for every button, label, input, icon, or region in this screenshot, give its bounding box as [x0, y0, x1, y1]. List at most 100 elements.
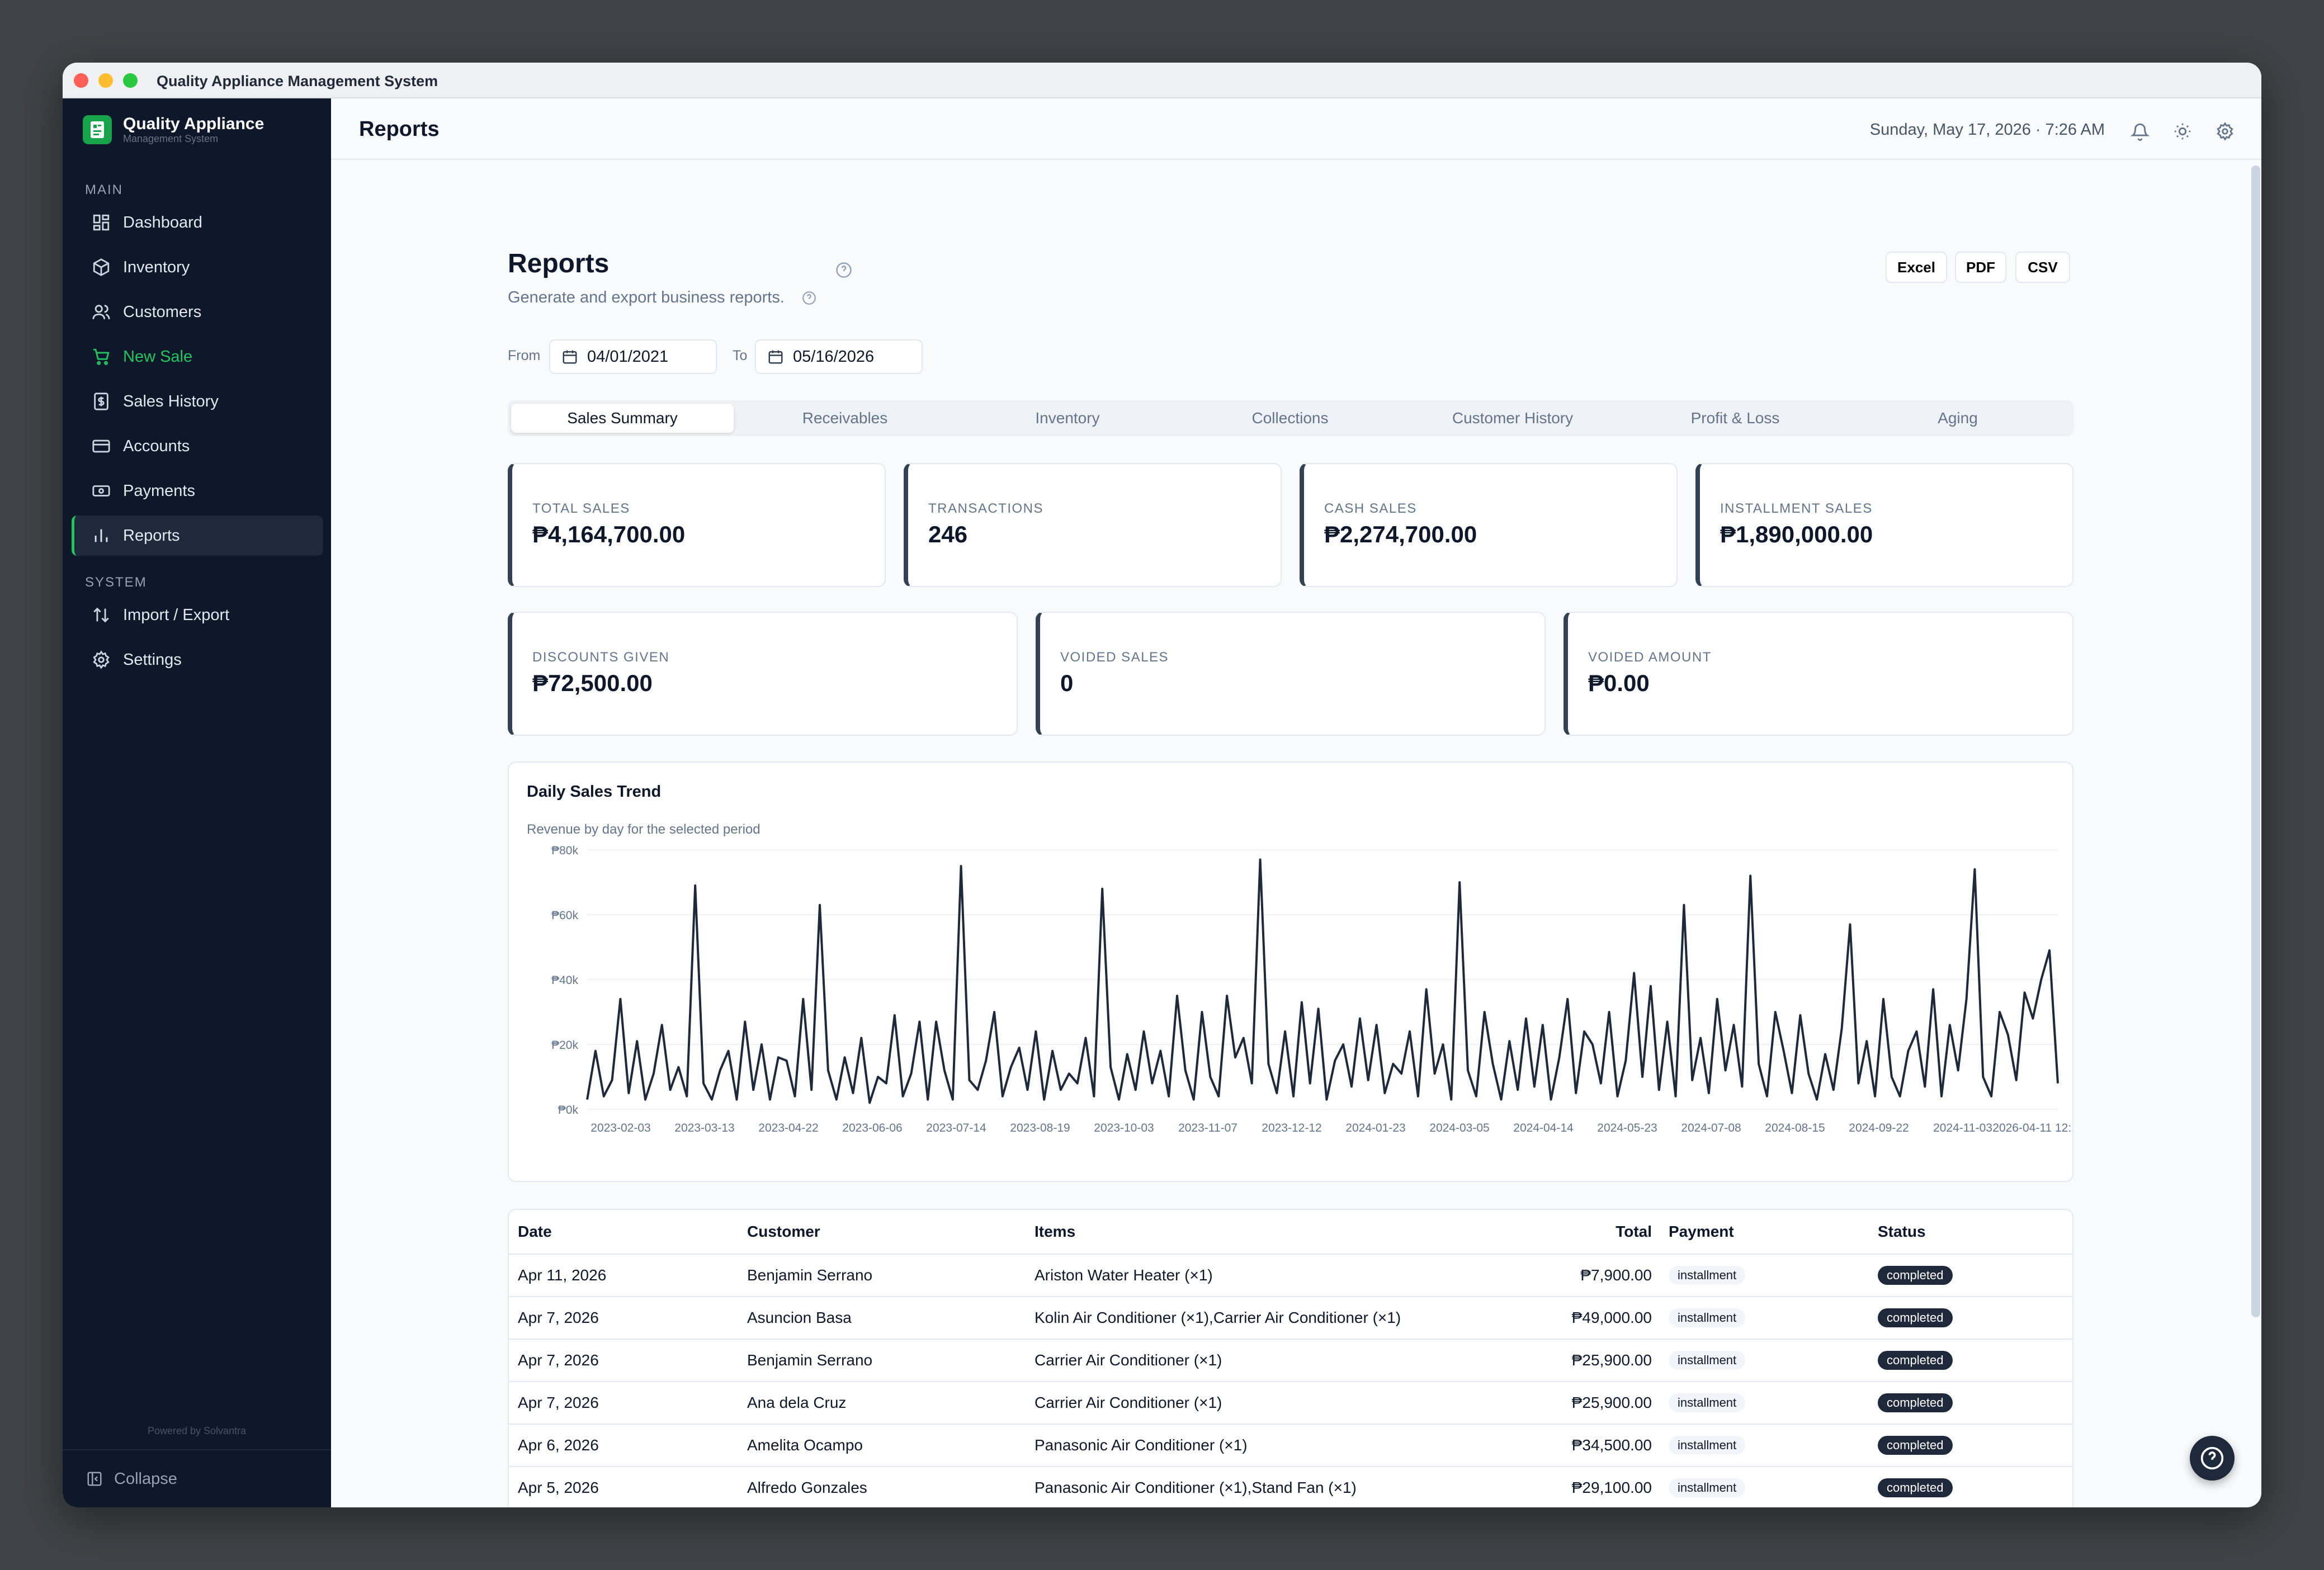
table-row[interactable]: Apr 7, 2026 Asuncion Basa Kolin Air Condit… — [509, 1297, 2072, 1340]
help-circle-icon[interactable] — [835, 262, 852, 278]
x-tick-label: 2023-06-06 — [842, 1122, 902, 1134]
to-label: To — [733, 348, 748, 363]
collapse-button[interactable]: Collapse — [63, 1449, 331, 1507]
stat-card-transactions: TRANSACTIONS 246 — [904, 463, 1282, 587]
payment-badge: installment — [1669, 1351, 1746, 1370]
tab-sales-summary[interactable]: Sales Summary — [511, 404, 734, 433]
subtitle-help-icon[interactable] — [802, 291, 816, 305]
tab-collections[interactable]: Collections — [1251, 409, 1329, 427]
to-date-input[interactable]: 05/16/2026 — [755, 339, 923, 374]
cell-total: ₱29,100.00 — [1571, 1479, 1652, 1496]
sidebar-item-new-sale[interactable]: New Sale — [72, 337, 323, 377]
tab-customer-history[interactable]: Customer History — [1452, 409, 1574, 427]
table-row[interactable]: Apr 11, 2026 Benjamin Serrano Ariston Wate… — [509, 1255, 2072, 1297]
sun-icon[interactable] — [2173, 122, 2192, 141]
stat-card-installment-sales: INSTALLMENT SALES ₱1,890,000.00 — [1695, 463, 2073, 587]
export-csv-button[interactable]: CSV — [2015, 252, 2070, 283]
sidebar-item-import-export[interactable]: Import / Export — [72, 595, 323, 635]
stat-value: ₱72,500.00 — [532, 670, 653, 696]
title-bar: Quality Appliance Management System — [63, 63, 2261, 98]
bell-icon[interactable] — [2131, 122, 2150, 141]
sidebar-item-settings[interactable]: Settings — [72, 640, 323, 680]
sidebar-item-customers[interactable]: Customers — [72, 292, 323, 332]
cell-total: ₱49,000.00 — [1571, 1309, 1652, 1326]
from-date-value: 04/01/2021 — [587, 347, 669, 366]
current-datetime: Sunday, May 17, 2026 · 7:26 AM — [1869, 121, 2105, 139]
col-customer[interactable]: Customer — [747, 1223, 820, 1240]
tab-receivables[interactable]: Receivables — [802, 409, 888, 427]
payment-badge: installment — [1669, 1266, 1746, 1285]
stat-label: CASH SALES — [1324, 501, 1417, 516]
sidebar-item-label: Payments — [123, 481, 195, 500]
sidebar-item-sales-history[interactable]: Sales History — [72, 381, 323, 422]
sidebar-item-label: Sales History — [123, 392, 219, 410]
cell-total: ₱7,900.00 — [1580, 1266, 1652, 1284]
payment-badge: installment — [1669, 1393, 1746, 1412]
sidebar-item-reports[interactable]: Reports — [72, 516, 323, 556]
export-pdf-button[interactable]: PDF — [1955, 252, 2006, 283]
cell-items: Ariston Water Heater (×1) — [1035, 1266, 1213, 1284]
x-tick-label: 2024-09-22 — [1849, 1122, 1909, 1134]
box-icon — [93, 258, 110, 276]
bar-chart-icon — [95, 529, 108, 542]
stat-label: TRANSACTIONS — [928, 501, 1044, 516]
col-items[interactable]: Items — [1035, 1223, 1076, 1240]
maximize-window-button[interactable] — [123, 73, 138, 88]
minimize-window-button[interactable] — [98, 73, 113, 88]
col-payment[interactable]: Payment — [1669, 1223, 1734, 1240]
payment-badge: installment — [1669, 1308, 1746, 1327]
help-fab-button[interactable] — [2190, 1436, 2235, 1481]
sidebar-collapse-icon — [87, 1472, 102, 1486]
sidebar-item-label: New Sale — [123, 347, 193, 366]
sidebar-item-label: Customers — [123, 302, 202, 321]
y-tick-label: ₱80k — [551, 844, 578, 857]
settings-gear-icon[interactable] — [2216, 122, 2235, 141]
table-row[interactable]: Apr 6, 2026 Amelita Ocampo Panasonic Air C… — [509, 1425, 2072, 1467]
stat-label: TOTAL SALES — [532, 501, 630, 516]
table-row[interactable]: Apr 7, 2026 Benjamin Serrano Carrier Air C… — [509, 1340, 2072, 1382]
cell-total: ₱34,500.00 — [1571, 1436, 1652, 1454]
col-status[interactable]: Status — [1878, 1223, 1926, 1240]
cell-customer: Benjamin Serrano — [747, 1351, 873, 1369]
swap-icon — [93, 607, 109, 623]
card-icon — [92, 439, 110, 453]
x-tick-label: 2023-12-12 — [1262, 1122, 1321, 1134]
sidebar-section-main: MAIN — [85, 182, 123, 197]
sales-trend-chart: ₱0k ₱20k ₱40k ₱60k ₱80k 2023-02-03 2023-03-13 2… — [551, 844, 2072, 1134]
stat-card-discounts: DISCOUNTS GIVEN ₱72,500.00 — [508, 612, 1018, 736]
tab-profit-loss[interactable]: Profit & Loss — [1690, 409, 1780, 427]
payment-badge: installment — [1669, 1478, 1746, 1497]
brand[interactable]: Quality Appliance Management System — [83, 115, 264, 144]
col-total[interactable]: Total — [1616, 1223, 1652, 1240]
calendar-icon — [768, 350, 783, 364]
daily-sales-trend-card: Daily Sales Trend Revenue by day for the… — [508, 762, 2073, 1182]
chart-title: Daily Sales Trend — [527, 783, 662, 801]
x-tick-label: 2024-11-03 — [1933, 1122, 1992, 1134]
sidebar-item-payments[interactable]: Payments — [72, 471, 323, 511]
cash-icon — [92, 485, 110, 496]
x-tick-label: 2024-05-23 — [1597, 1122, 1657, 1134]
export-excel-button[interactable]: Excel — [1886, 252, 1947, 283]
table-row[interactable]: Apr 5, 2026 Alfredo Gonzales Panasonic Air… — [509, 1467, 2072, 1507]
sidebar-item-accounts[interactable]: Accounts — [72, 426, 323, 466]
close-window-button[interactable] — [74, 73, 88, 88]
main-scrollbar[interactable] — [2251, 165, 2260, 1317]
col-date[interactable]: Date — [518, 1223, 552, 1240]
sidebar-item-label: Reports — [123, 526, 180, 545]
tab-inventory[interactable]: Inventory — [1035, 409, 1100, 427]
stat-value: 0 — [1060, 670, 1074, 696]
table-row[interactable]: Apr 7, 2026 Ana dela Cruz Carrier Air Cond… — [509, 1382, 2072, 1425]
cell-date: Apr 7, 2026 — [518, 1351, 599, 1369]
sidebar-section-system: SYSTEM — [85, 575, 147, 590]
x-tick-label: 2023-04-22 — [758, 1122, 818, 1134]
from-date-input[interactable]: 04/01/2021 — [549, 339, 717, 374]
x-tick-label: 2023-08-19 — [1010, 1122, 1070, 1134]
calendar-icon — [563, 350, 577, 364]
stat-card-total-sales: TOTAL SALES ₱4,164,700.00 — [508, 463, 886, 587]
sidebar-item-inventory[interactable]: Inventory — [72, 247, 323, 287]
tab-aging[interactable]: Aging — [1938, 409, 1978, 427]
sidebar-item-dashboard[interactable]: Dashboard — [72, 202, 323, 243]
grid-icon — [93, 214, 110, 231]
cell-items: Carrier Air Conditioner (×1) — [1035, 1394, 1222, 1411]
stat-value: ₱0.00 — [1588, 670, 1650, 696]
